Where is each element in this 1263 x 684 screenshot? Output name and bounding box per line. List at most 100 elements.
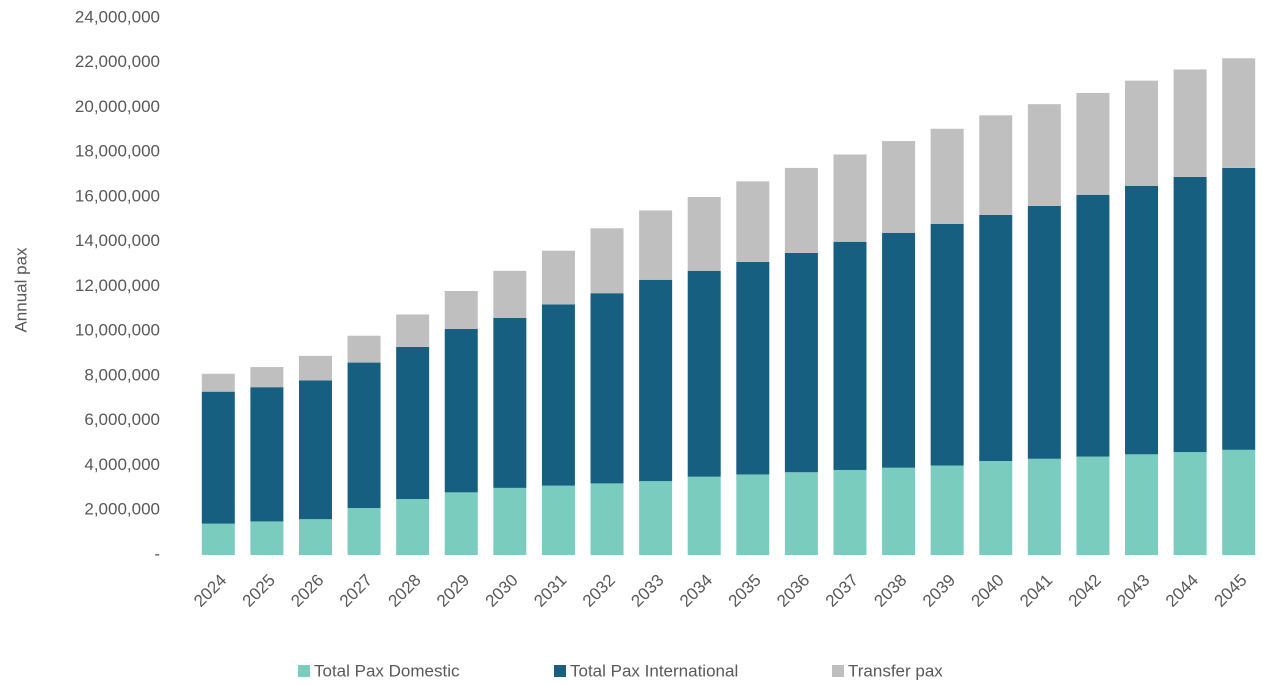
bar-segment — [833, 154, 867, 242]
bar-segment — [736, 181, 770, 262]
x-tick-label: 2038 — [870, 571, 910, 611]
legend-label: Total Pax Domestic — [314, 661, 460, 680]
bar-segment — [444, 329, 478, 493]
bar-segment — [201, 523, 235, 555]
bar-segment — [396, 499, 430, 555]
y-tick-label: 24,000,000 — [75, 7, 160, 26]
bar-segment — [687, 270, 721, 477]
bar-segment — [201, 391, 235, 524]
bar-segment — [347, 362, 381, 509]
bar-segment — [347, 335, 381, 363]
x-tick-label: 2030 — [482, 571, 522, 611]
y-tick-label: 14,000,000 — [75, 231, 160, 250]
x-tick-label: 2043 — [1113, 571, 1153, 611]
bar-segment — [1222, 449, 1256, 555]
bar-segment — [541, 250, 575, 305]
bar-segment — [930, 465, 964, 555]
y-tick-label: 4,000,000 — [84, 455, 160, 474]
x-tick-label: 2024 — [190, 571, 230, 611]
bar-segment — [736, 474, 770, 555]
bar-segment — [639, 210, 673, 280]
y-tick-label: 22,000,000 — [75, 52, 160, 71]
bar-segment — [639, 279, 673, 482]
legend-label: Transfer pax — [848, 661, 943, 680]
bar-segment — [1173, 69, 1207, 177]
bar-segment — [493, 487, 527, 555]
bar-segment — [979, 115, 1013, 215]
y-tick-label: 8,000,000 — [84, 365, 160, 384]
bar-segment — [833, 469, 867, 555]
bar-segment — [444, 290, 478, 330]
legend-swatch — [832, 665, 844, 677]
bar-segment — [882, 232, 916, 468]
bar-segment — [493, 317, 527, 488]
bar-segment — [250, 367, 284, 388]
bar-segment — [736, 261, 770, 475]
bar-segment — [250, 387, 284, 522]
x-tick-label: 2026 — [287, 571, 327, 611]
bar-segment — [784, 167, 818, 253]
bar-segment — [1027, 104, 1061, 206]
x-tick-label: 2025 — [239, 571, 279, 611]
x-tick-label: 2027 — [336, 571, 376, 611]
y-tick-label: 18,000,000 — [75, 142, 160, 161]
x-tick-label: 2034 — [676, 571, 716, 611]
bar-segment — [201, 373, 235, 392]
bar-segment — [1076, 92, 1110, 195]
y-tick-label: 2,000,000 — [84, 500, 160, 519]
y-tick-label: 10,000,000 — [75, 321, 160, 340]
y-tick-label: 20,000,000 — [75, 97, 160, 116]
bar-segment — [687, 476, 721, 555]
y-tick-label: 16,000,000 — [75, 186, 160, 205]
x-tick-label: 2042 — [1065, 571, 1105, 611]
bar-segment — [347, 508, 381, 555]
bar-segment — [1173, 452, 1207, 555]
x-tick-label: 2032 — [579, 571, 619, 611]
x-tick-label: 2036 — [773, 571, 813, 611]
bar-segment — [979, 461, 1013, 555]
y-axis-title: Annual pax — [11, 247, 30, 333]
legend-label: Total Pax International — [570, 661, 738, 680]
bar-segment — [298, 519, 332, 555]
x-tick-label: 2041 — [1016, 571, 1056, 611]
y-tick-label: 6,000,000 — [84, 410, 160, 429]
bar-segment — [590, 228, 624, 294]
bar-segment — [541, 485, 575, 555]
bar-segment — [930, 223, 964, 466]
bar-segment — [1173, 176, 1207, 453]
y-tick-label: - — [154, 544, 160, 563]
x-tick-label: 2028 — [384, 571, 424, 611]
x-tick-label: 2029 — [433, 571, 473, 611]
bar-segment — [930, 128, 964, 224]
y-tick-label: 12,000,000 — [75, 276, 160, 295]
bar-segment — [639, 481, 673, 555]
bar-segment — [687, 197, 721, 271]
x-tick-label: 2033 — [627, 571, 667, 611]
x-tick-label: 2035 — [725, 571, 765, 611]
x-tick-label: 2044 — [1162, 571, 1202, 611]
x-tick-label: 2031 — [530, 571, 570, 611]
x-tick-label: 2045 — [1211, 571, 1251, 611]
x-tick-label: 2037 — [822, 571, 862, 611]
bar-segment — [1027, 205, 1061, 459]
bar-segment — [590, 483, 624, 555]
bar-segment — [493, 270, 527, 318]
bar-segment — [1076, 456, 1110, 555]
bar-segment — [1125, 185, 1159, 455]
bar-segment — [298, 355, 332, 381]
bar-segment — [590, 293, 624, 484]
bar-segment — [1076, 194, 1110, 457]
bar-segment — [1027, 458, 1061, 555]
bar-segment — [979, 214, 1013, 462]
bar-segment — [396, 314, 430, 347]
bar-segment — [882, 141, 916, 233]
x-tick-label: 2040 — [968, 571, 1008, 611]
bar-segment — [541, 304, 575, 486]
bar-segment — [882, 467, 916, 555]
bar-segment — [250, 521, 284, 555]
bar-segment — [784, 472, 818, 555]
bar-segment — [1125, 80, 1159, 186]
bar-segment — [833, 241, 867, 470]
bar-segment — [298, 380, 332, 520]
